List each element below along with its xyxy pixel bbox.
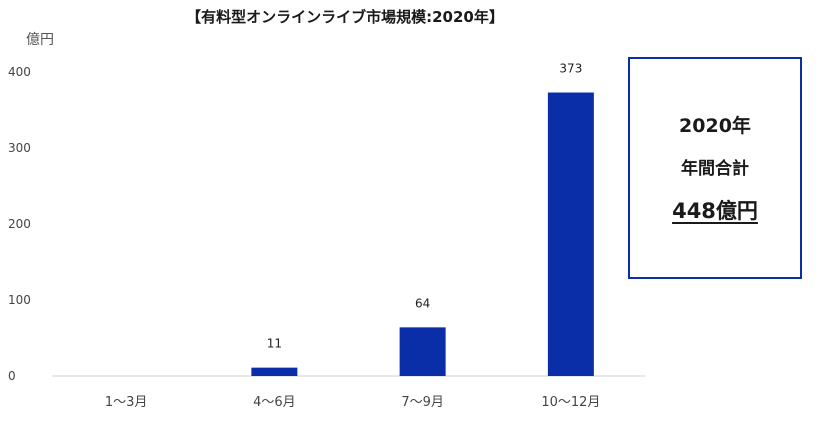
annual-total-box: 2020年 年間合計 448億円 [628,57,802,279]
y-axis-ticks: 0 100 200 300 400 [8,65,31,383]
category-label: 7〜9月 [401,395,444,410]
data-label: 64 [415,296,430,310]
category-label: 1〜3月 [105,395,148,410]
bar [547,92,594,377]
data-labels: 11 64 373 [267,62,583,351]
y-tick-label: 100 [8,293,31,307]
data-label: 11 [267,337,282,351]
y-tick-label: 200 [8,217,31,231]
category-label: 10〜12月 [541,395,600,410]
category-labels: 1〜3月 4〜6月 7〜9月 10〜12月 [105,395,601,410]
chart-title: 【有料型オンラインライブ市場規模:2020年】 [186,8,504,26]
bar [251,367,298,376]
bar [399,327,446,376]
y-tick-label: 0 [8,369,16,383]
data-label: 373 [559,62,582,76]
summary-year: 2020年 [679,115,751,137]
bars [251,92,594,377]
y-tick-label: 300 [8,141,31,155]
y-axis-unit-label: 億円 [26,32,54,48]
category-label: 4〜6月 [253,395,296,410]
summary-label: 年間合計 [681,159,749,179]
y-tick-label: 400 [8,65,31,79]
summary-total: 448億円 [672,199,758,223]
